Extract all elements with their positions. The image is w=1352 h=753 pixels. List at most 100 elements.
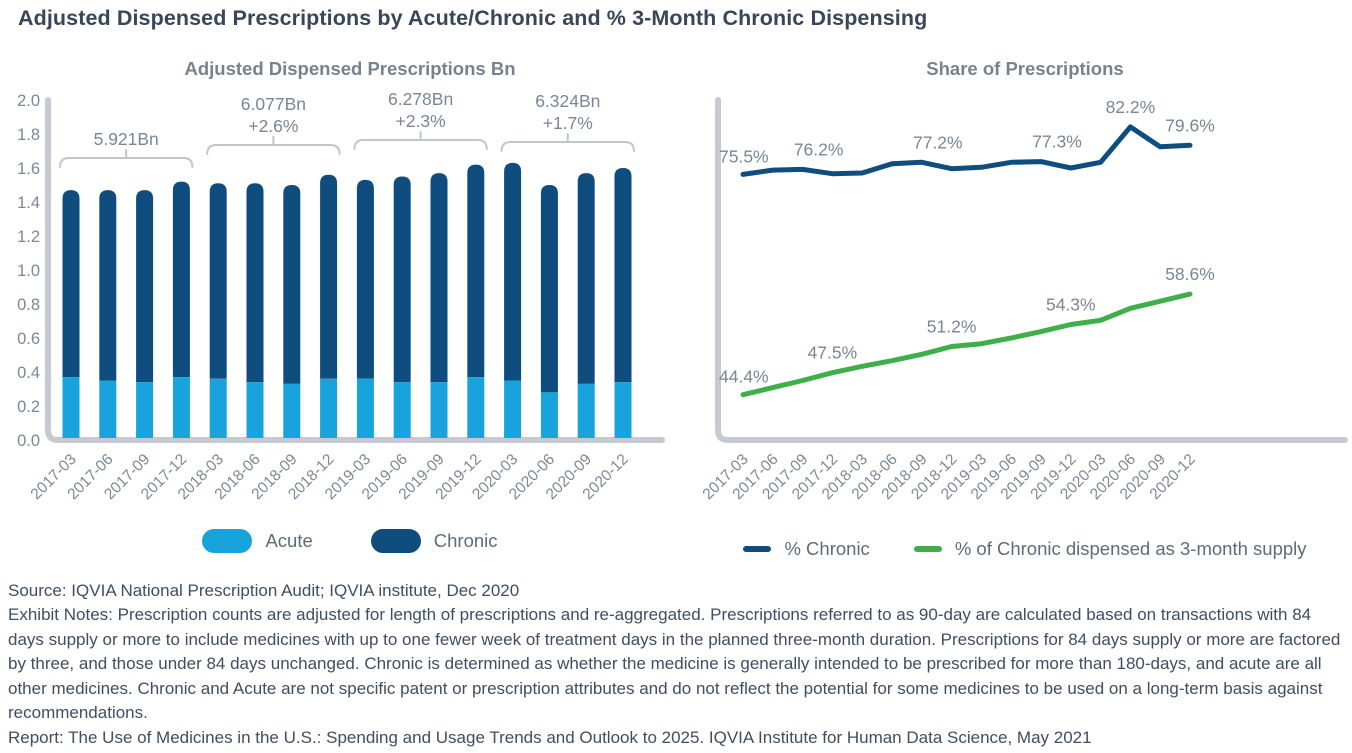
line-data-labels: 75.5% 76.2% 77.2% 77.3% 82.2% 79.6% xyxy=(719,97,1215,166)
chronic-bar-segment xyxy=(467,164,485,378)
legend-item-chronic: Chronic xyxy=(370,529,498,553)
legend-label-3month: % of Chronic dispensed as 3-month supply xyxy=(954,538,1307,559)
chronic-bar-segment xyxy=(172,181,190,378)
y-tick-label: 1.6 xyxy=(17,160,40,178)
pct-chronic-line xyxy=(740,124,1193,177)
line-data-labels: 44.4% 47.5% 51.2% 54.3% 58.6% xyxy=(719,264,1215,387)
acute-swatch xyxy=(202,529,253,553)
y-tick-label: 1.2 xyxy=(17,228,40,246)
data-point-label: 54.3% xyxy=(1046,295,1096,315)
three-month-line-swatch xyxy=(913,546,942,552)
chronic-bar-segment xyxy=(356,179,374,379)
group-brace xyxy=(500,133,635,152)
acute-bar-segment xyxy=(246,382,264,438)
chronic-bar-segment xyxy=(136,190,154,383)
data-point-label: 51.2% xyxy=(927,317,977,337)
annual-total-label: 5.921Bn xyxy=(94,129,159,149)
y-tick-label: 1.8 xyxy=(17,126,40,144)
acute-bar-segment xyxy=(356,378,374,438)
chronic-bar-segment xyxy=(209,183,227,379)
acute-bar-segment xyxy=(504,380,522,438)
line-chart-legend: % Chronic % of Chronic dispensed as 3-mo… xyxy=(700,538,1350,560)
legend-item-acute: Acute xyxy=(202,529,313,553)
exhibit-notes: Exhibit Notes: Prescription counts are a… xyxy=(8,605,1341,723)
annual-total-label: 6.324Bn xyxy=(535,91,600,111)
chronic-bar-segment xyxy=(504,162,522,381)
bar-chart-title: Adjusted Dispensed Prescriptions Bn xyxy=(184,58,516,79)
y-tick-label: 0.2 xyxy=(17,398,40,416)
chronic-bar-segment xyxy=(614,168,632,383)
acute-bar-segment xyxy=(467,377,485,438)
chronic-bar-segment xyxy=(540,185,558,393)
line-x-labels: 2017-032017-062017-092017-122018-032018-… xyxy=(700,451,1199,503)
chronic-bar-segment xyxy=(283,185,301,384)
annual-total-annotations: 5.921Bn 6.077Bn+2.6% 6.278Bn+2.3% 6.324Bn+1… xyxy=(59,89,635,168)
annual-total-label: 6.077Bn xyxy=(241,94,306,114)
data-point-label: 47.5% xyxy=(808,343,858,363)
chronic-swatch xyxy=(370,529,421,553)
annual-total-label: +2.3% xyxy=(396,111,446,131)
group-brace xyxy=(206,136,341,155)
legend-label-chronic: Chronic xyxy=(433,530,498,551)
y-tick-label: 1.4 xyxy=(17,194,40,212)
data-point-label: 75.5% xyxy=(719,146,769,166)
acute-bar-segment xyxy=(62,377,80,438)
bars xyxy=(62,162,632,438)
y-tick-label: 0.8 xyxy=(17,296,40,314)
y-tick-label: 2.0 xyxy=(17,92,40,110)
chronic-bar-segment xyxy=(393,176,411,383)
annual-total-label: +2.6% xyxy=(248,116,298,136)
acute-bar-segment xyxy=(172,377,190,438)
footer-notes: Source: IQVIA National Prescription Audi… xyxy=(8,579,1346,750)
chronic-bar-segment xyxy=(430,173,448,383)
y-tick-label: 0.4 xyxy=(17,364,40,382)
pct-chronic-line-swatch xyxy=(743,546,772,552)
annual-total-label: +1.7% xyxy=(543,113,593,133)
annual-total-label: 6.278Bn xyxy=(388,89,453,109)
data-point-label: 82.2% xyxy=(1106,97,1156,117)
group-brace xyxy=(59,149,194,168)
legend-item-3month: % of Chronic dispensed as 3-month supply xyxy=(913,538,1307,560)
y-tick-label: 1.0 xyxy=(17,262,40,280)
acute-bar-segment xyxy=(283,383,301,438)
report-line: Report: The Use of Medicines in the U.S.… xyxy=(8,727,1092,747)
bar-x-labels: 2017-032017-062017-092017-122018-032018-… xyxy=(28,451,632,503)
data-point-label: 44.4% xyxy=(719,367,769,387)
acute-bar-segment xyxy=(209,378,227,438)
data-point-label: 77.3% xyxy=(1032,132,1082,152)
data-point-label: 77.2% xyxy=(913,132,963,152)
data-point-label: 76.2% xyxy=(794,139,844,159)
acute-bar-segment xyxy=(393,382,411,438)
acute-bar-segment xyxy=(614,382,632,438)
legend-label-acute: Acute xyxy=(265,530,313,551)
legend-item-pct-chronic: % Chronic xyxy=(743,538,870,560)
line-chart-title: Share of Prescriptions xyxy=(926,58,1124,79)
chronic-bar-segment xyxy=(99,190,117,381)
page-title: Adjusted Dispensed Prescriptions by Acut… xyxy=(18,6,928,30)
line-axes xyxy=(715,97,1348,443)
source-line: Source: IQVIA National Prescription Audi… xyxy=(8,581,520,600)
chronic-bar-segment xyxy=(62,190,80,378)
acute-bar-segment xyxy=(136,382,154,438)
acute-bar-segment xyxy=(577,383,595,438)
acute-bar-segment xyxy=(320,378,338,438)
chronic-bar-segment xyxy=(320,174,338,379)
bar-y-tick-labels: 0.0 0.2 0.4 0.6 0.8 1.0 1.2 1.4 1.6 1.8 2.0 xyxy=(17,92,40,450)
y-tick-label: 0.0 xyxy=(17,432,40,450)
bar-chart-legend: Acute Chronic xyxy=(20,529,680,553)
stacked-bar-chart: 0.0 0.2 0.4 0.6 0.8 1.0 1.2 1.4 1.6 1.8 2.0 2017-03… xyxy=(17,89,665,503)
legend-label-pct-chronic: % Chronic xyxy=(784,538,870,559)
y-tick-label: 0.6 xyxy=(17,330,40,348)
chronic-bar-segment xyxy=(246,183,264,383)
chronic-bar-segment xyxy=(577,173,595,384)
group-brace xyxy=(353,131,488,150)
data-point-label: 58.6% xyxy=(1165,264,1215,284)
acute-bar-segment xyxy=(99,380,117,438)
acute-bar-segment xyxy=(540,392,558,438)
three-month-supply-line xyxy=(740,291,1193,398)
acute-bar-segment xyxy=(430,382,448,438)
bar-axes xyxy=(45,97,665,443)
share-line-chart: 75.5% 76.2% 77.2% 77.3% 82.2% 79.6% 44.4% 47.5%… xyxy=(700,97,1348,503)
data-point-label: 79.6% xyxy=(1165,115,1215,135)
